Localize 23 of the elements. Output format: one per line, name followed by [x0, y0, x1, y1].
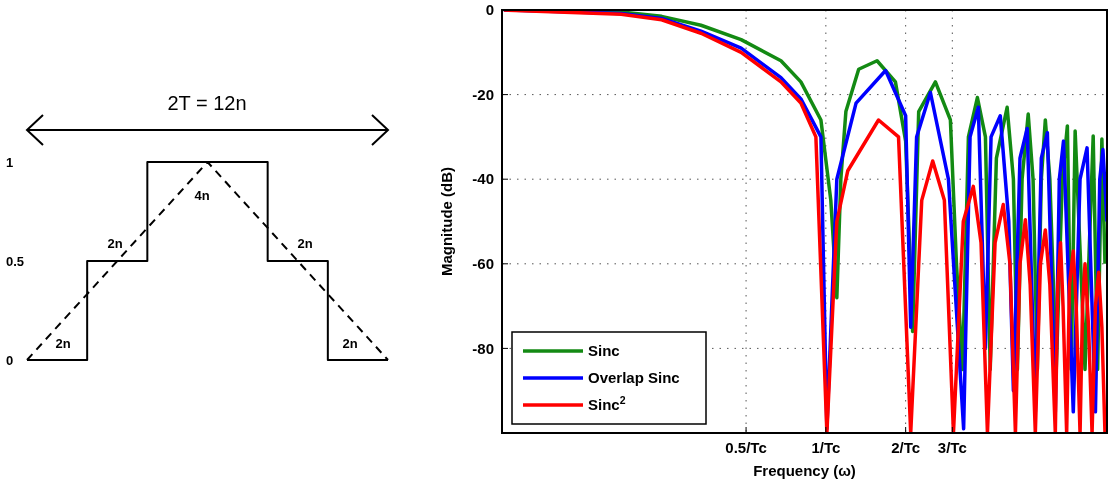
y-tick-label: -60 [472, 255, 494, 273]
x-tick-label: 1/Tc [811, 439, 841, 456]
legend-label: Overlap Sinc [588, 369, 680, 387]
y-tick-label: 1 [6, 154, 14, 170]
legend-label: Sinc$^{2}$ [588, 394, 626, 414]
x-tick-label: 2/Tc [891, 439, 921, 456]
y-axis-title: Magnitude (dB) [438, 166, 455, 277]
x-tick-label: 0.5/Tc [725, 439, 767, 456]
x-tick-label: 3/Tc [937, 439, 967, 456]
y-tick-label: 0 [485, 1, 494, 19]
x-axis-title: Frequency (ω) [753, 462, 856, 479]
y-tick-label: 0 [6, 352, 14, 368]
y-tick-label: -20 [472, 85, 494, 103]
annotation: 2n [107, 235, 123, 251]
text: 2T = 12n [167, 92, 247, 114]
annotation: 2n [297, 235, 313, 251]
annotation: 2n [342, 335, 358, 351]
legend-label: Sinc [588, 342, 620, 360]
y-tick-label: -40 [472, 170, 494, 188]
annotation: 2n [55, 335, 71, 351]
y-tick-label: -80 [472, 339, 494, 357]
y-tick-label: 0.5 [6, 253, 25, 269]
annotation: 4n [194, 187, 210, 203]
